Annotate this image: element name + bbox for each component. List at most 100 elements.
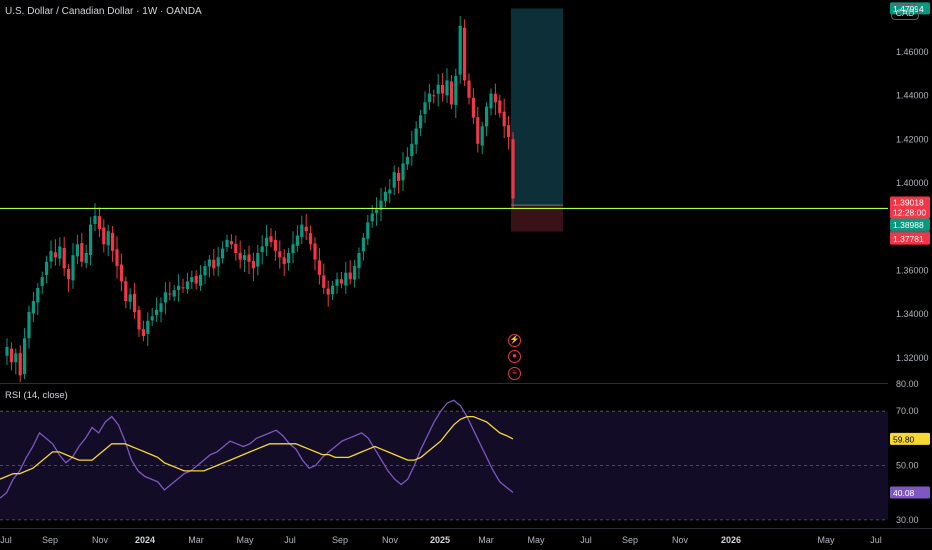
- rsi-value-tag: 40.08: [893, 488, 915, 498]
- candle-body: [97, 216, 101, 229]
- candle-body: [282, 257, 286, 264]
- candle-body: [265, 237, 269, 247]
- candle-body: [216, 257, 220, 267]
- candle-body: [383, 191, 387, 201]
- candle-body: [9, 348, 13, 363]
- price-tick-label: 1.36000: [896, 265, 929, 275]
- candle-body: [247, 254, 251, 262]
- candle-body: [335, 279, 339, 286]
- countdown-label: 12:28:00: [893, 208, 926, 218]
- candle-body: [300, 224, 304, 237]
- stop-zone: [511, 205, 563, 232]
- candle-body: [155, 309, 159, 316]
- target-price-tag-bg: [890, 2, 930, 15]
- time-tick-label: 2026: [721, 535, 741, 545]
- news-event-icon[interactable]: ≡: [508, 367, 521, 380]
- candle-body: [353, 266, 357, 280]
- candle-body: [304, 226, 308, 232]
- candle-body: [106, 231, 110, 246]
- target-zone: [511, 8, 563, 206]
- candle-body: [119, 264, 123, 282]
- candle-body: [260, 246, 264, 253]
- candle-body: [405, 156, 409, 165]
- candle-body: [251, 260, 255, 269]
- time-tick-label: Sep: [622, 535, 638, 545]
- candle-body: [62, 247, 66, 269]
- candle-body: [401, 163, 405, 181]
- rsi-ma-line: [0, 415, 514, 480]
- time-tick-label: May: [236, 535, 254, 545]
- candle-body: [287, 253, 291, 263]
- rsi-ma-tag-bg: [890, 432, 930, 445]
- candle-body: [273, 240, 277, 251]
- candle-body: [427, 93, 431, 103]
- time-tick-label: Jul: [0, 535, 12, 545]
- candle-body: [458, 25, 462, 75]
- time-tick-label: Mar: [478, 535, 494, 545]
- dividend-event-icon[interactable]: ⚡: [508, 334, 521, 347]
- candle-body: [18, 353, 22, 376]
- candle-body: [507, 125, 511, 138]
- candle-body: [278, 251, 282, 258]
- candle-body: [423, 102, 427, 114]
- candle-body: [485, 106, 489, 127]
- candle-body: [27, 311, 31, 339]
- price-tick-label: 1.32000: [896, 353, 929, 363]
- candle-body: [225, 239, 229, 247]
- candle-body: [375, 209, 379, 214]
- candle-body: [36, 287, 40, 303]
- candle-body: [361, 237, 365, 252]
- rsi-line: [0, 399, 514, 499]
- candle-body: [93, 215, 97, 224]
- candle-body: [502, 111, 506, 127]
- earnings-event-icon[interactable]: ●: [508, 350, 521, 363]
- candle-body: [159, 303, 163, 312]
- candle-body: [441, 84, 445, 94]
- candle-body: [366, 222, 370, 239]
- candle-body: [194, 275, 198, 284]
- price-tick-label: 1.42000: [896, 134, 929, 144]
- candle-body: [489, 93, 493, 109]
- candle-body: [322, 275, 326, 288]
- candle-body: [199, 274, 203, 286]
- candle-body: [313, 243, 317, 260]
- candle-body: [449, 81, 453, 105]
- candle-body: [58, 246, 62, 259]
- candle-body: [348, 272, 352, 280]
- time-tick-label: Sep: [332, 535, 348, 545]
- rsi-value-tag-bg: [890, 486, 930, 499]
- candle-body: [31, 301, 35, 314]
- candle-body: [207, 259, 211, 267]
- candle-body: [150, 316, 154, 321]
- candle-body: [317, 260, 321, 275]
- candle-body: [212, 259, 216, 269]
- candle-body: [111, 232, 115, 251]
- candle-body: [410, 143, 414, 156]
- currency-button[interactable]: CAD: [891, 4, 919, 20]
- price-tick-label: 1.34000: [896, 309, 929, 319]
- candle-body: [14, 353, 18, 363]
- stop-price-tag: 1.37781: [893, 234, 924, 244]
- candle-body: [436, 84, 440, 94]
- candle-body: [5, 346, 9, 356]
- candle-body: [392, 172, 396, 188]
- current-price-bg: [890, 196, 930, 219]
- price-tick-label: 1.44000: [896, 91, 929, 101]
- candle-body: [432, 95, 436, 97]
- candle-body: [295, 235, 299, 246]
- candle-body: [185, 281, 189, 289]
- candle-body: [397, 172, 401, 181]
- time-tick-label: May: [817, 535, 835, 545]
- candle-body: [388, 189, 392, 194]
- candle-body: [141, 329, 145, 337]
- candle-body: [133, 293, 137, 312]
- candle-body: [370, 213, 374, 222]
- candle-body: [269, 236, 273, 243]
- candle-body: [102, 227, 106, 245]
- time-tick-label: Nov: [92, 535, 109, 545]
- candle-body: [75, 244, 79, 257]
- rsi-title: RSI (14, close): [5, 390, 68, 401]
- price-tick-label: 1.40000: [896, 178, 929, 188]
- candle-body: [137, 309, 141, 330]
